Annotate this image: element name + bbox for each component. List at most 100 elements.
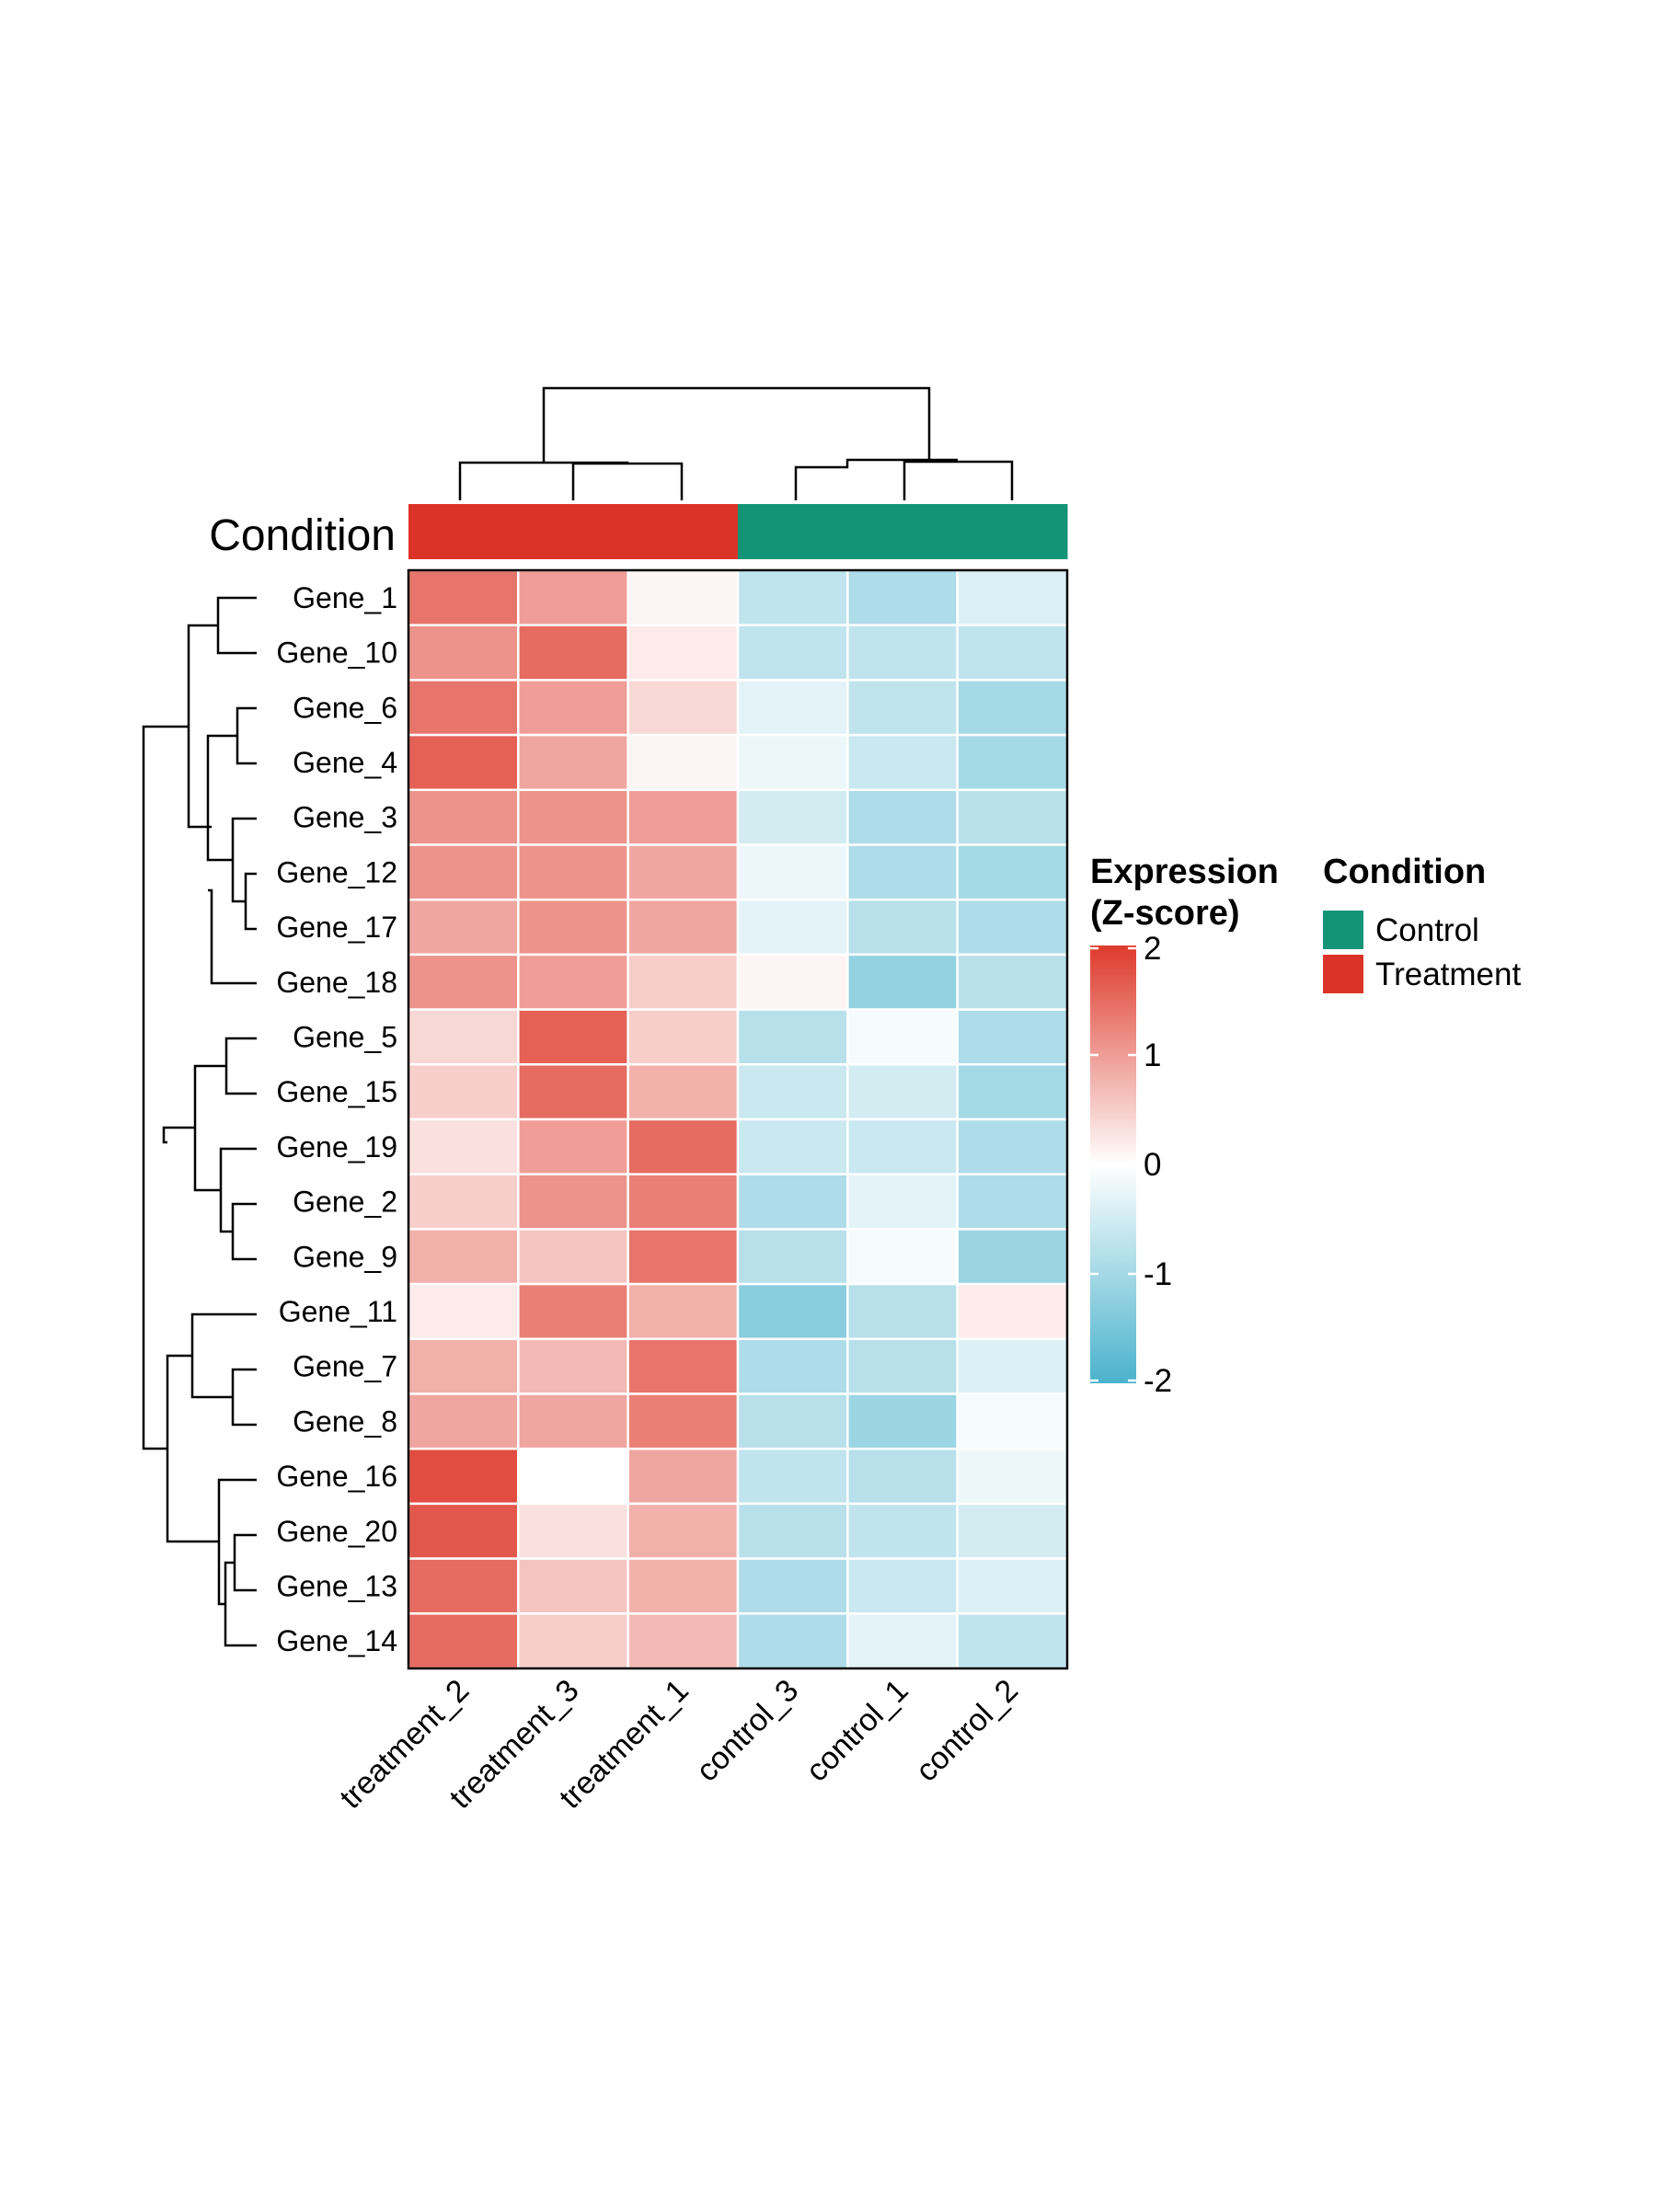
heatmap-cell bbox=[736, 1393, 849, 1450]
heatmap-cell bbox=[846, 1502, 959, 1560]
row-label: Gene_1 bbox=[293, 581, 397, 614]
heatmap-cell bbox=[627, 1447, 740, 1506]
heatmap-cell bbox=[517, 1008, 629, 1066]
heatmap-cell bbox=[846, 1447, 959, 1506]
column-label: control_2 bbox=[909, 1673, 1025, 1789]
heatmap-cell bbox=[407, 733, 520, 792]
heatmap-cell bbox=[517, 733, 629, 792]
heatmap-cell bbox=[517, 1282, 629, 1341]
row-label: Gene_14 bbox=[276, 1624, 397, 1657]
heatmap-cell bbox=[627, 1117, 740, 1175]
row-label: Gene_17 bbox=[276, 911, 397, 944]
colorbar-tick-label: -2 bbox=[1144, 1363, 1172, 1399]
heatmap-cell bbox=[517, 1173, 629, 1231]
heatmap-cell bbox=[407, 679, 520, 737]
heatmap-cell bbox=[736, 1612, 849, 1670]
heatmap-cell bbox=[517, 1557, 629, 1615]
heatmap-cell bbox=[956, 1557, 1069, 1615]
heatmap-cell bbox=[517, 1063, 629, 1121]
row-label: Gene_11 bbox=[279, 1295, 397, 1328]
heatmap-cell bbox=[627, 843, 740, 901]
heatmap-cell bbox=[407, 1557, 520, 1615]
heatmap-cell bbox=[517, 679, 629, 737]
heatmap-cell bbox=[407, 1393, 520, 1450]
heatmap-cell bbox=[517, 953, 629, 1011]
row-label: Gene_20 bbox=[276, 1515, 397, 1548]
heatmap-cell bbox=[736, 679, 849, 737]
row-label: Gene_3 bbox=[293, 801, 397, 834]
row-label: Gene_10 bbox=[276, 636, 397, 670]
heatmap-cell bbox=[736, 953, 849, 1011]
heatmap-cell bbox=[517, 1393, 629, 1450]
colorbar-ticks: 2 1 0 -1 -2 bbox=[1090, 931, 1172, 1399]
annotation-cell bbox=[737, 504, 848, 559]
annotation-cell bbox=[957, 504, 1068, 559]
condition-legend-entries: Control Treatment bbox=[1323, 911, 1521, 993]
heatmap-cell bbox=[407, 1173, 520, 1231]
annotation-cell bbox=[518, 504, 629, 559]
heatmap-cell bbox=[846, 733, 959, 792]
heatmap-cell bbox=[517, 1447, 629, 1506]
heatmap-cell bbox=[956, 1228, 1069, 1286]
heatmap-cell bbox=[736, 568, 849, 626]
row-label: Gene_4 bbox=[293, 746, 397, 779]
heatmap-cell bbox=[517, 1502, 629, 1560]
heatmap-cell bbox=[627, 1173, 740, 1231]
heatmap-cell bbox=[627, 788, 740, 846]
heatmap-cell bbox=[736, 624, 849, 682]
heatmap-cell bbox=[956, 1447, 1069, 1506]
condition-legend-swatch bbox=[1323, 911, 1363, 949]
column-labels: treatment_2treatment_3treatment_1control… bbox=[333, 1673, 1025, 1816]
heatmap-cell bbox=[956, 953, 1069, 1011]
heatmap-cell bbox=[846, 1063, 959, 1121]
heatmap-cell bbox=[407, 1282, 520, 1341]
annotation-label: Condition bbox=[209, 511, 396, 560]
heatmap-cell bbox=[956, 1393, 1069, 1450]
heatmap-cell bbox=[736, 1282, 849, 1341]
row-label: Gene_18 bbox=[276, 966, 397, 999]
heatmap-cell bbox=[846, 1393, 959, 1450]
row-label: Gene_5 bbox=[293, 1020, 397, 1053]
heatmap-cell bbox=[627, 1557, 740, 1615]
heatmap-cell bbox=[846, 1228, 959, 1286]
heatmap-cell bbox=[517, 1228, 629, 1286]
annotation-cell bbox=[627, 504, 739, 559]
expression-legend: Expression (Z-score) 2 1 0 -1 -2 bbox=[1090, 853, 1279, 1399]
heatmap-cell bbox=[846, 898, 959, 957]
heatmap-cell bbox=[517, 1337, 629, 1395]
condition-annotation-bar bbox=[408, 504, 1068, 559]
heatmap-cell bbox=[517, 1612, 629, 1670]
heatmap-cell bbox=[846, 1282, 959, 1341]
heatmap-cell bbox=[956, 1008, 1069, 1066]
heatmap-cell bbox=[956, 843, 1069, 901]
heatmap-cell bbox=[627, 568, 740, 626]
heatmap-cell bbox=[956, 1337, 1069, 1395]
heatmap-cell bbox=[627, 1612, 740, 1670]
heatmap-cell bbox=[407, 1228, 520, 1286]
row-label: Gene_15 bbox=[276, 1075, 397, 1108]
heatmap-cell bbox=[627, 1063, 740, 1121]
heatmap-cell bbox=[956, 898, 1069, 957]
heatmap-cell bbox=[407, 1063, 520, 1121]
heatmap-border bbox=[407, 568, 1069, 1670]
condition-legend: Condition Control Treatment bbox=[1323, 853, 1521, 993]
heatmap-cell bbox=[846, 953, 959, 1011]
heatmap-cells bbox=[407, 568, 1069, 1670]
heatmap-cell bbox=[956, 1282, 1069, 1341]
heatmap-cell bbox=[627, 679, 740, 737]
colorbar-tick-label: -1 bbox=[1144, 1256, 1172, 1292]
heatmap-cell bbox=[517, 898, 629, 957]
colorbar-tick-label: 2 bbox=[1144, 931, 1161, 967]
heatmap-cell bbox=[736, 1173, 849, 1231]
heatmap-cell bbox=[407, 1502, 520, 1560]
expression-legend-title-line2: (Z-score) bbox=[1090, 894, 1240, 933]
heatmap-cell bbox=[736, 1447, 849, 1506]
colorbar-tick-label: 0 bbox=[1144, 1147, 1161, 1183]
heatmap-cell bbox=[407, 1447, 520, 1506]
heatmap-cell bbox=[407, 898, 520, 957]
heatmap-cell bbox=[627, 1502, 740, 1560]
heatmap-cell bbox=[627, 953, 740, 1011]
heatmap-cell bbox=[846, 1008, 959, 1066]
colorbar-tick-label: 1 bbox=[1144, 1037, 1161, 1073]
